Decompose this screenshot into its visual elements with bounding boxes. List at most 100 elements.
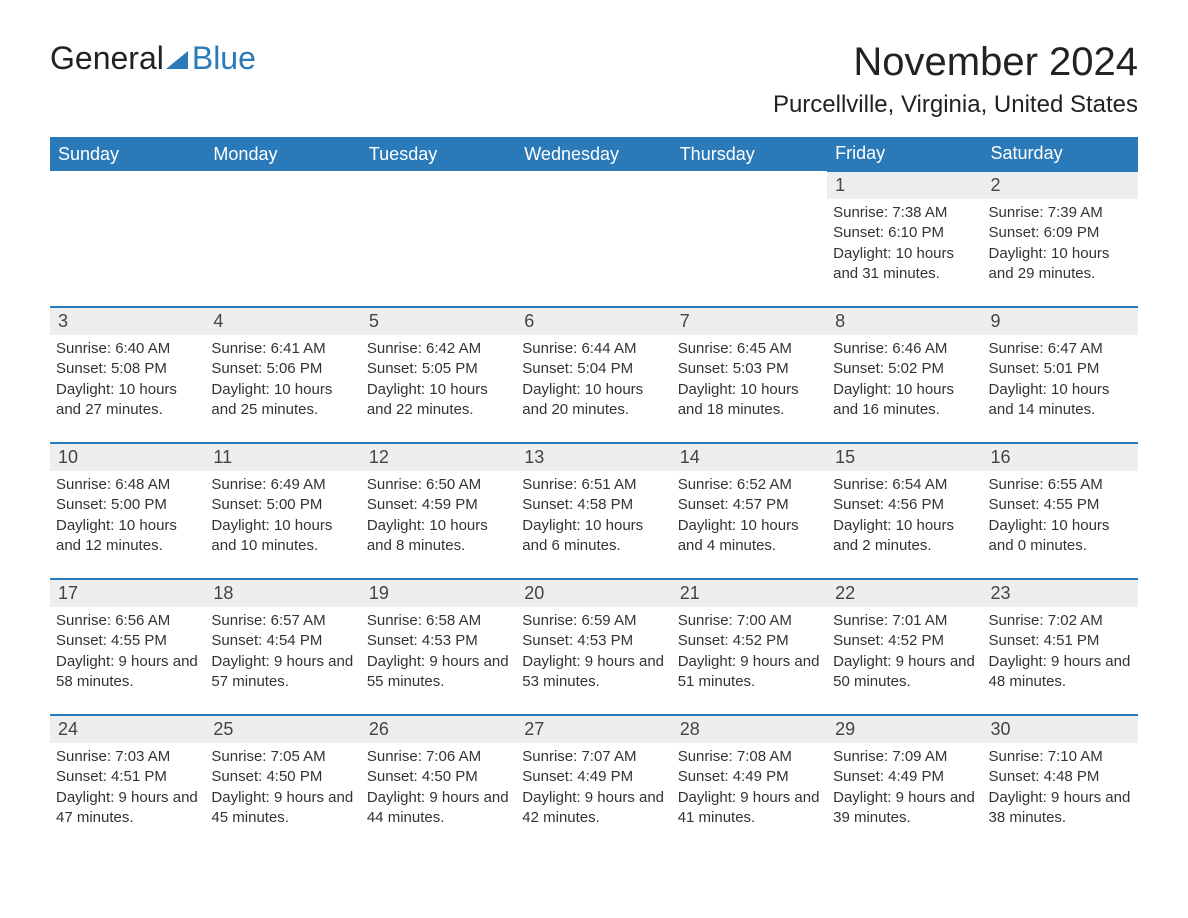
sunrise-line: Sunrise: 6:41 AM — [211, 339, 354, 359]
sunset-line: Sunset: 4:53 PM — [367, 631, 510, 651]
sunset-line: Sunset: 4:51 PM — [989, 631, 1132, 651]
calendar-cell: 14 Sunrise: 6:52 AMSunset: 4:57 PMDayligh… — [672, 443, 827, 579]
day-data: Sunrise: 6:55 AMSunset: 4:55 PMDaylight:… — [989, 475, 1132, 556]
day-number-bar: 14 — [672, 444, 827, 471]
brand-part2: Blue — [192, 40, 256, 77]
calendar-row: 24 Sunrise: 7:03 AMSunset: 4:51 PMDayligh… — [50, 715, 1138, 850]
weekday-header: Tuesday — [361, 137, 516, 171]
sunset-line: Sunset: 4:55 PM — [989, 495, 1132, 515]
day-number: 27 — [524, 719, 544, 739]
daylight-line: Daylight: 9 hours and 44 minutes. — [367, 788, 510, 829]
sunrise-line: Sunrise: 7:39 AM — [989, 203, 1132, 223]
day-number-bar: 8 — [827, 308, 982, 335]
day-data: Sunrise: 7:10 AMSunset: 4:48 PMDaylight:… — [989, 747, 1132, 828]
day-number: 24 — [58, 719, 78, 739]
day-number: 9 — [991, 311, 1001, 331]
sunset-line: Sunset: 4:50 PM — [211, 767, 354, 787]
sunset-line: Sunset: 4:52 PM — [678, 631, 821, 651]
sunrise-line: Sunrise: 6:48 AM — [56, 475, 199, 495]
day-number-bar: 17 — [50, 580, 205, 607]
weekday-header: Sunday — [50, 137, 205, 171]
day-data: Sunrise: 7:01 AMSunset: 4:52 PMDaylight:… — [833, 611, 976, 692]
day-number-bar: 4 — [205, 308, 360, 335]
day-number-bar: 10 — [50, 444, 205, 471]
daylight-line: Daylight: 9 hours and 41 minutes. — [678, 788, 821, 829]
sunrise-line: Sunrise: 7:00 AM — [678, 611, 821, 631]
day-data: Sunrise: 7:39 AMSunset: 6:09 PMDaylight:… — [989, 203, 1132, 284]
day-data: Sunrise: 6:51 AMSunset: 4:58 PMDaylight:… — [522, 475, 665, 556]
sunrise-line: Sunrise: 6:54 AM — [833, 475, 976, 495]
day-number-bar: 12 — [361, 444, 516, 471]
day-number: 20 — [524, 583, 544, 603]
calendar-cell: 16 Sunrise: 6:55 AMSunset: 4:55 PMDayligh… — [983, 443, 1138, 579]
sunset-line: Sunset: 4:57 PM — [678, 495, 821, 515]
daylight-line: Daylight: 9 hours and 58 minutes. — [56, 652, 199, 693]
day-number: 30 — [991, 719, 1011, 739]
sunset-line: Sunset: 4:52 PM — [833, 631, 976, 651]
sunset-line: Sunset: 5:02 PM — [833, 359, 976, 379]
day-data: Sunrise: 7:38 AMSunset: 6:10 PMDaylight:… — [833, 203, 976, 284]
calendar-cell: 3Sunrise: 6:40 AMSunset: 5:08 PMDaylight… — [50, 307, 205, 443]
month-title: November 2024 — [773, 40, 1138, 85]
day-number: 23 — [991, 583, 1011, 603]
calendar-row: 10 Sunrise: 6:48 AMSunset: 5:00 PMDayligh… — [50, 443, 1138, 579]
calendar-cell: 10 Sunrise: 6:48 AMSunset: 5:00 PMDayligh… — [50, 443, 205, 579]
day-number: 26 — [369, 719, 389, 739]
day-number-bar: 25 — [205, 716, 360, 743]
day-number: 10 — [58, 447, 78, 467]
day-number-bar: 21 — [672, 580, 827, 607]
day-number: 7 — [680, 311, 690, 331]
day-data: Sunrise: 6:52 AMSunset: 4:57 PMDaylight:… — [678, 475, 821, 556]
calendar-cell-empty — [672, 171, 827, 307]
header: General Blue November 2024 Purcellville,… — [50, 40, 1138, 129]
day-data: Sunrise: 6:59 AMSunset: 4:53 PMDaylight:… — [522, 611, 665, 692]
calendar-cell: 30 Sunrise: 7:10 AMSunset: 4:48 PMDayligh… — [983, 715, 1138, 850]
day-data: Sunrise: 6:48 AMSunset: 5:00 PMDaylight:… — [56, 475, 199, 556]
day-data: Sunrise: 6:47 AMSunset: 5:01 PMDaylight:… — [989, 339, 1132, 420]
day-number: 18 — [213, 583, 233, 603]
day-data: Sunrise: 6:40 AMSunset: 5:08 PMDaylight:… — [56, 339, 199, 420]
day-number-bar: 16 — [983, 444, 1138, 471]
day-data: Sunrise: 6:44 AMSunset: 5:04 PMDaylight:… — [522, 339, 665, 420]
sunrise-line: Sunrise: 6:58 AM — [367, 611, 510, 631]
day-data: Sunrise: 7:03 AMSunset: 4:51 PMDaylight:… — [56, 747, 199, 828]
day-data: Sunrise: 6:49 AMSunset: 5:00 PMDaylight:… — [211, 475, 354, 556]
day-number-bar: 13 — [516, 444, 671, 471]
calendar-cell-empty — [50, 171, 205, 307]
sunset-line: Sunset: 4:53 PM — [522, 631, 665, 651]
day-data: Sunrise: 7:05 AMSunset: 4:50 PMDaylight:… — [211, 747, 354, 828]
daylight-line: Daylight: 9 hours and 45 minutes. — [211, 788, 354, 829]
location: Purcellville, Virginia, United States — [773, 91, 1138, 119]
day-data: Sunrise: 7:06 AMSunset: 4:50 PMDaylight:… — [367, 747, 510, 828]
sunrise-line: Sunrise: 7:38 AM — [833, 203, 976, 223]
calendar-cell: 15Sunrise: 6:54 AMSunset: 4:56 PMDayligh… — [827, 443, 982, 579]
sunset-line: Sunset: 5:04 PM — [522, 359, 665, 379]
calendar-cell: 12Sunrise: 6:50 AMSunset: 4:59 PMDayligh… — [361, 443, 516, 579]
daylight-line: Daylight: 10 hours and 2 minutes. — [833, 516, 976, 557]
daylight-line: Daylight: 9 hours and 51 minutes. — [678, 652, 821, 693]
day-data: Sunrise: 6:42 AMSunset: 5:05 PMDaylight:… — [367, 339, 510, 420]
daylight-line: Daylight: 10 hours and 29 minutes. — [989, 244, 1132, 285]
sunrise-line: Sunrise: 7:07 AM — [522, 747, 665, 767]
sunrise-line: Sunrise: 7:05 AM — [211, 747, 354, 767]
day-number-bar: 30 — [983, 716, 1138, 743]
sunrise-line: Sunrise: 7:06 AM — [367, 747, 510, 767]
daylight-line: Daylight: 10 hours and 16 minutes. — [833, 380, 976, 421]
day-number: 2 — [991, 175, 1001, 195]
calendar-cell: 6Sunrise: 6:44 AMSunset: 5:04 PMDaylight… — [516, 307, 671, 443]
day-number-bar: 5 — [361, 308, 516, 335]
sunset-line: Sunset: 4:50 PM — [367, 767, 510, 787]
sunset-line: Sunset: 4:48 PM — [989, 767, 1132, 787]
calendar-cell: 19Sunrise: 6:58 AMSunset: 4:53 PMDayligh… — [361, 579, 516, 715]
calendar-cell: 29Sunrise: 7:09 AMSunset: 4:49 PMDayligh… — [827, 715, 982, 850]
day-data: Sunrise: 6:45 AMSunset: 5:03 PMDaylight:… — [678, 339, 821, 420]
sunrise-line: Sunrise: 7:10 AM — [989, 747, 1132, 767]
sunset-line: Sunset: 4:55 PM — [56, 631, 199, 651]
title-block: November 2024 Purcellville, Virginia, Un… — [773, 40, 1138, 129]
calendar-cell: 11Sunrise: 6:49 AMSunset: 5:00 PMDayligh… — [205, 443, 360, 579]
sunset-line: Sunset: 4:49 PM — [833, 767, 976, 787]
calendar-cell: 26 Sunrise: 7:06 AMSunset: 4:50 PMDayligh… — [361, 715, 516, 850]
sunset-line: Sunset: 4:58 PM — [522, 495, 665, 515]
day-data: Sunrise: 6:56 AMSunset: 4:55 PMDaylight:… — [56, 611, 199, 692]
day-number-bar: 22 — [827, 580, 982, 607]
